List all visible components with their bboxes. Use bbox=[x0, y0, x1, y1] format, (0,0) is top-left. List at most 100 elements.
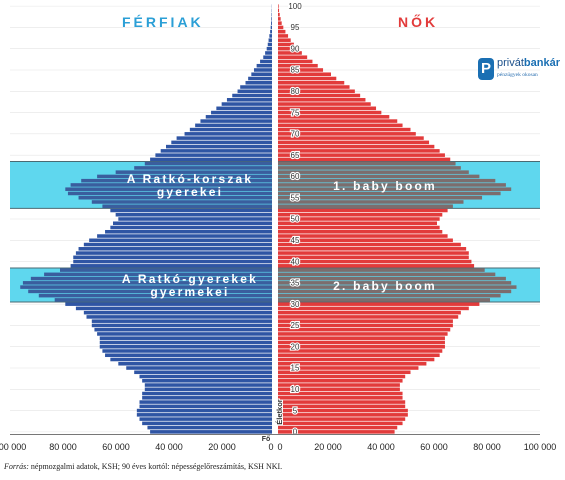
bar-women bbox=[278, 247, 467, 251]
bar-women bbox=[278, 276, 506, 281]
bar-men bbox=[115, 170, 273, 174]
bar-men bbox=[91, 200, 272, 204]
bar-men bbox=[105, 229, 272, 234]
bar-women bbox=[278, 29, 286, 34]
x-tick-label-right: 20 000 bbox=[314, 442, 342, 452]
bar-men bbox=[195, 123, 272, 128]
age-tick-label: 10 bbox=[291, 385, 300, 394]
bar-women bbox=[278, 8, 280, 13]
x-tick-label-left: 80 000 bbox=[49, 442, 77, 452]
bar-women bbox=[278, 4, 279, 8]
bar-men bbox=[91, 319, 272, 323]
bar-men bbox=[110, 357, 272, 362]
bar-women bbox=[278, 161, 456, 166]
bar-men bbox=[248, 76, 272, 81]
age-tick-label: 65 bbox=[291, 151, 300, 160]
age-tick-label: 50 bbox=[291, 215, 300, 224]
bar-men bbox=[263, 55, 272, 59]
bar-women bbox=[278, 251, 469, 255]
bar-men bbox=[83, 310, 272, 315]
band-right-label: 1. baby boom bbox=[333, 179, 437, 193]
bar-men bbox=[139, 374, 272, 379]
bar-women bbox=[278, 242, 461, 247]
bar-women bbox=[278, 221, 437, 226]
bar-men bbox=[271, 21, 272, 25]
bar-men bbox=[221, 102, 272, 106]
bar-women bbox=[278, 374, 406, 379]
bar-women bbox=[278, 157, 451, 162]
bar-women bbox=[278, 212, 443, 217]
bar-men bbox=[99, 344, 272, 349]
bar-women bbox=[278, 51, 302, 55]
bar-men bbox=[142, 391, 272, 396]
bar-women bbox=[278, 408, 408, 413]
bar-women bbox=[278, 174, 480, 179]
bar-women bbox=[278, 59, 313, 64]
bar-women bbox=[278, 132, 416, 136]
bar-women bbox=[278, 315, 459, 319]
source-text: népmozgalmi adatok, KSH; 90 éves kortól:… bbox=[28, 462, 283, 471]
bar-women bbox=[278, 149, 440, 153]
bar-women bbox=[278, 417, 406, 421]
bar-men bbox=[136, 413, 272, 417]
bar-women bbox=[278, 200, 464, 204]
bar-men bbox=[269, 34, 272, 38]
bar-women bbox=[278, 178, 496, 183]
age-tick-label: 60 bbox=[291, 172, 300, 181]
x-tick-label-right: 100 000 bbox=[524, 442, 557, 452]
age-tick-label: 40 bbox=[291, 257, 300, 266]
bar-men bbox=[65, 187, 272, 191]
bar-men bbox=[97, 332, 272, 336]
bar-women bbox=[278, 144, 435, 149]
age-tick-label: 85 bbox=[291, 66, 300, 75]
bar-women bbox=[278, 430, 395, 434]
bar-women bbox=[278, 195, 483, 200]
bar-women bbox=[278, 425, 398, 430]
age-tick-label: 45 bbox=[291, 236, 300, 245]
age-tick-label: 35 bbox=[291, 279, 300, 288]
bar-men bbox=[136, 408, 272, 413]
x-tick-label-right: 60 000 bbox=[420, 442, 448, 452]
bar-men bbox=[78, 247, 272, 251]
bar-men bbox=[22, 281, 273, 285]
bar-men bbox=[73, 259, 272, 264]
bar-women bbox=[278, 217, 440, 221]
bar-men bbox=[260, 59, 272, 64]
bar-men bbox=[184, 132, 272, 136]
bar-men bbox=[75, 306, 273, 311]
bar-men bbox=[99, 336, 272, 340]
bar-men bbox=[144, 387, 272, 392]
x-tick-label-left: 0 bbox=[268, 442, 273, 452]
logo-tagline: pénzügyek okosan bbox=[497, 72, 538, 78]
bar-men bbox=[75, 251, 273, 255]
age-tick-label: 100 bbox=[288, 2, 302, 11]
bar-men bbox=[265, 51, 272, 55]
bar-women bbox=[278, 17, 281, 21]
bar-men bbox=[65, 302, 272, 306]
bar-women bbox=[278, 102, 371, 106]
bar-women bbox=[278, 379, 403, 383]
bar-women bbox=[278, 34, 289, 38]
men-header: FÉRFIAK bbox=[122, 14, 204, 30]
bar-women bbox=[278, 204, 453, 209]
age-axis bbox=[272, 4, 278, 434]
bar-men bbox=[118, 361, 272, 366]
bar-men bbox=[99, 340, 272, 345]
bar-women bbox=[278, 370, 411, 375]
bar-men bbox=[245, 80, 272, 85]
bar-men bbox=[139, 404, 272, 409]
source-label: Forrás: bbox=[4, 462, 29, 471]
bar-men bbox=[142, 396, 272, 400]
bar-women bbox=[278, 319, 453, 323]
bar-women bbox=[278, 123, 403, 128]
bar-men bbox=[60, 268, 272, 272]
bar-men bbox=[160, 149, 272, 153]
x-tick-label-left: 40 000 bbox=[155, 442, 183, 452]
age-tick-label: 20 bbox=[291, 342, 300, 351]
bar-men bbox=[211, 110, 272, 115]
age-axis-label: Életkor bbox=[275, 399, 284, 425]
bar-women bbox=[278, 336, 445, 340]
bar-women bbox=[278, 98, 366, 102]
band-left-label-line1: A Ratkó-gyerekek bbox=[122, 272, 258, 286]
bar-women bbox=[278, 225, 440, 230]
